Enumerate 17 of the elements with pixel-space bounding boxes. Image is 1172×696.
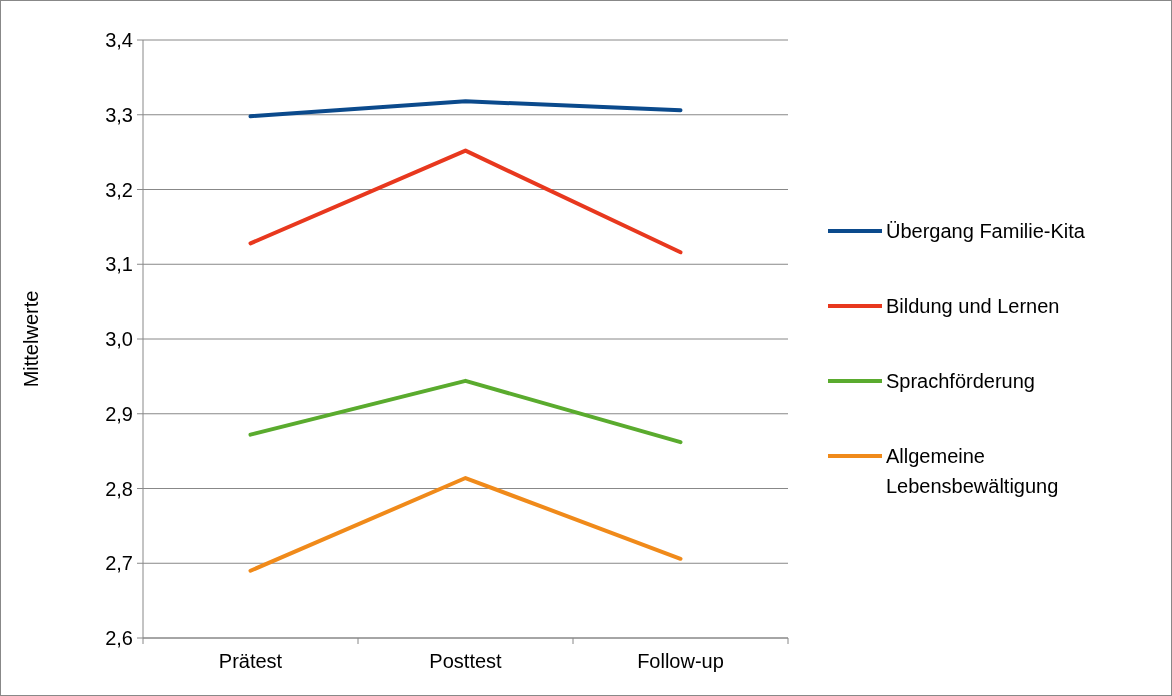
x-tick-label: Follow-up bbox=[637, 650, 724, 672]
legend-label: Bildung und Lernen bbox=[886, 295, 1060, 317]
legend-label: Übergang Familie-Kita bbox=[886, 220, 1086, 242]
y-tick-label: 2,6 bbox=[105, 627, 133, 649]
legend-label: Allgemeine Lebensbewältigung bbox=[886, 445, 1059, 497]
y-tick-label: 2,7 bbox=[105, 552, 133, 575]
y-tick-label: 3,1 bbox=[105, 253, 133, 276]
legend-label: Sprachförderung bbox=[886, 370, 1035, 392]
y-tick-label: 3,3 bbox=[105, 103, 133, 126]
y-tick-label: 3,4 bbox=[105, 29, 133, 51]
y-tick-label: 3,2 bbox=[105, 178, 133, 201]
x-tick-label: Posttest bbox=[429, 650, 503, 672]
y-tick-label: 2,8 bbox=[105, 477, 133, 500]
y-tick-label: 3,0 bbox=[105, 328, 133, 350]
x-tick-label: Prätest bbox=[218, 650, 283, 672]
y-tick-label: 2,9 bbox=[105, 402, 133, 425]
y-axis-title: Mittelwerte bbox=[20, 290, 42, 388]
